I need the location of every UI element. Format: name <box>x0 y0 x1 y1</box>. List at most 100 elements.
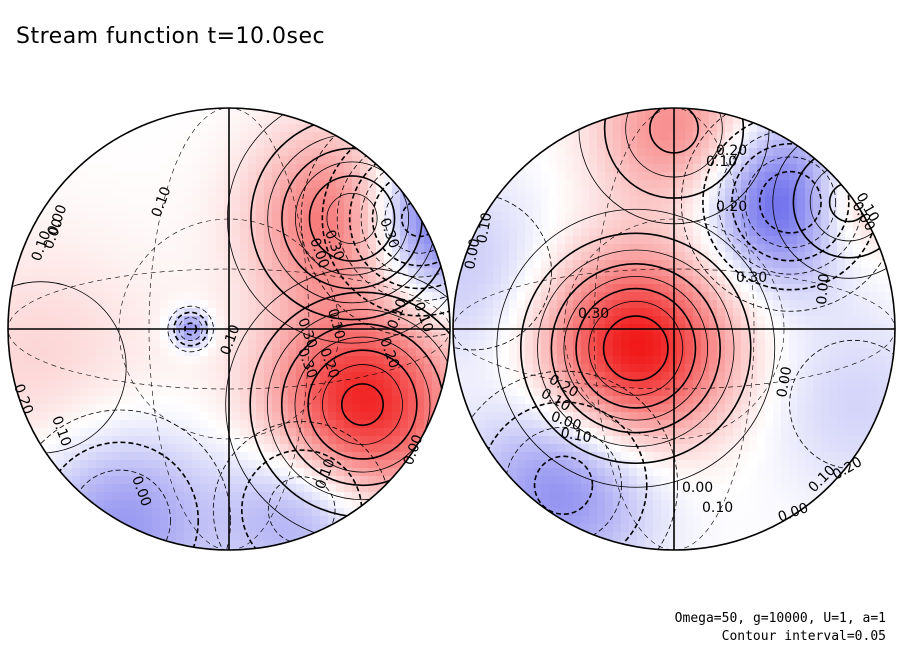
color-cell <box>416 428 425 437</box>
color-cell <box>645 172 654 181</box>
color-cell <box>248 124 257 133</box>
color-cell <box>424 540 433 549</box>
color-cell <box>88 276 97 285</box>
color-cell <box>461 188 470 197</box>
color-cell <box>24 300 33 309</box>
color-cell <box>565 108 574 117</box>
color-cell <box>96 396 105 405</box>
color-cell <box>717 356 726 365</box>
color-cell <box>400 308 409 317</box>
color-cell <box>376 372 385 381</box>
color-cell <box>448 444 450 453</box>
color-cell <box>877 188 886 197</box>
color-cell <box>557 204 566 213</box>
color-cell <box>320 404 329 413</box>
color-cell <box>517 140 526 149</box>
color-cell <box>453 196 462 205</box>
color-cell <box>861 252 870 261</box>
color-cell <box>861 284 870 293</box>
color-cell <box>621 276 630 285</box>
color-cell <box>136 492 145 501</box>
color-cell <box>104 356 113 365</box>
color-cell <box>88 308 97 317</box>
color-cell <box>88 124 97 133</box>
color-cell <box>232 276 241 285</box>
color-cell <box>493 364 502 373</box>
color-cell <box>16 356 25 365</box>
color-cell <box>176 188 185 197</box>
color-cell <box>328 316 337 325</box>
color-cell <box>400 428 409 437</box>
color-cell <box>112 484 121 493</box>
color-cell <box>813 172 822 181</box>
color-cell <box>885 292 894 301</box>
color-cell <box>24 388 33 397</box>
color-cell <box>485 164 494 173</box>
color-cell <box>477 316 486 325</box>
color-cell <box>176 444 185 453</box>
color-cell <box>360 156 369 165</box>
color-cell <box>200 484 209 493</box>
color-cell <box>328 372 337 381</box>
color-cell <box>248 300 257 309</box>
color-cell <box>296 276 305 285</box>
color-cell <box>152 404 161 413</box>
color-cell <box>120 108 129 117</box>
color-cell <box>128 468 137 477</box>
color-cell <box>597 196 606 205</box>
color-cell <box>320 316 329 325</box>
color-cell <box>400 116 409 125</box>
color-cell <box>565 132 574 141</box>
color-cell <box>32 396 41 405</box>
color-cell <box>144 332 153 341</box>
color-cell <box>248 180 257 189</box>
color-cell <box>304 548 313 550</box>
color-cell <box>328 540 337 549</box>
color-cell <box>48 508 57 517</box>
color-cell <box>645 244 654 253</box>
color-cell <box>168 284 177 293</box>
color-cell <box>877 260 886 269</box>
color-cell <box>416 284 425 293</box>
color-cell <box>192 124 201 133</box>
color-cell <box>200 412 209 421</box>
color-cell <box>256 196 265 205</box>
color-cell <box>432 108 441 117</box>
color-cell <box>485 308 494 317</box>
color-cell <box>757 124 766 133</box>
color-cell <box>120 396 129 405</box>
color-cell <box>176 452 185 461</box>
color-cell <box>408 428 417 437</box>
color-cell <box>184 124 193 133</box>
color-cell <box>72 372 81 381</box>
color-cell <box>781 140 790 149</box>
color-cell <box>376 204 385 213</box>
color-cell <box>573 308 582 317</box>
color-cell <box>8 492 17 501</box>
color-cell <box>136 436 145 445</box>
color-cell <box>232 172 241 181</box>
color-cell <box>56 196 65 205</box>
color-cell <box>448 492 450 501</box>
color-cell <box>40 284 49 293</box>
color-cell <box>509 252 518 261</box>
color-cell <box>440 332 449 341</box>
color-cell <box>400 316 409 325</box>
color-cell <box>56 444 65 453</box>
color-cell <box>621 340 630 349</box>
color-cell <box>288 500 297 509</box>
color-cell <box>789 236 798 245</box>
color-cell <box>184 300 193 309</box>
color-cell <box>645 196 654 205</box>
color-cell <box>208 196 217 205</box>
color-cell <box>144 212 153 221</box>
color-cell <box>757 292 766 301</box>
color-cell <box>653 356 662 365</box>
color-cell <box>232 380 241 389</box>
color-cell <box>64 148 73 157</box>
color-cell <box>24 516 33 525</box>
color-cell <box>304 428 313 437</box>
color-cell <box>557 172 566 181</box>
color-cell <box>128 484 137 493</box>
color-cell <box>573 300 582 309</box>
